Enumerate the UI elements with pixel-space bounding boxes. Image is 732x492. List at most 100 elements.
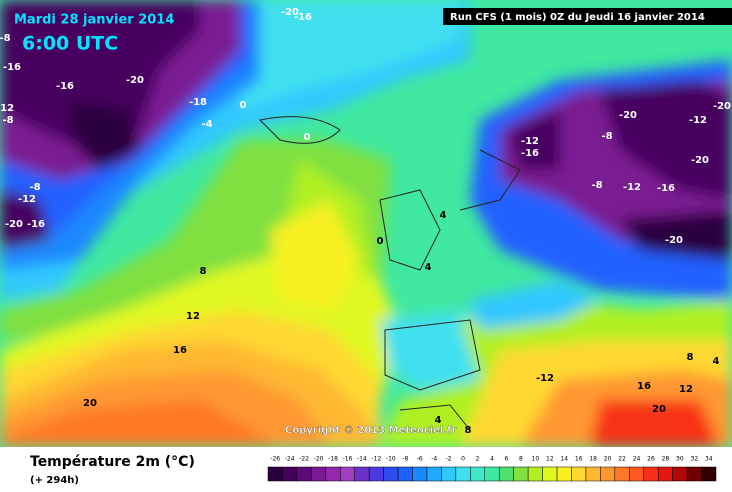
colorbar-tick-label: -22 [299,456,309,463]
contour-label: -8 [2,115,13,126]
colorbar-tick-label: 22 [618,456,626,463]
contour-label: -12 [623,182,641,193]
contour-label: 0 [304,132,311,143]
contour-label: 4 [435,415,442,426]
contour-label: -4 [201,119,212,130]
colorbar-swatch [498,466,514,482]
colorbar-swatch [267,466,283,482]
colorbar-tick-label: -14 [357,456,367,463]
contour-label: 20 [83,398,97,409]
colorbar-swatch [470,466,486,482]
colorbar-tick-label: 6 [505,456,509,463]
contour-label: -12 [18,194,36,205]
colorbar-swatch [585,466,601,482]
contour-label: -20 [126,75,144,86]
colorbar-swatch [513,466,529,482]
colorbar-swatch [643,466,659,482]
contour-label: 16 [637,381,651,392]
colorbar-tick-label: 14 [560,456,568,463]
contour-label: 16 [173,345,187,356]
colorbar-swatch [354,466,370,482]
colorbar-tick-label: -8 [402,456,408,463]
colorbar-tick-label: 10 [532,456,540,463]
contour-label: -8 [29,182,40,193]
colorbar-swatch [412,466,428,482]
colorbar-tick-label: 34 [705,456,713,463]
colorbar-tick-label: 12 [546,456,554,463]
contour-label: -16 [3,62,21,73]
contour-label: -8 [0,33,11,44]
colorbar-tick-label: 26 [647,456,655,463]
lead-time: (+ 294h) [30,475,79,486]
colorbar-swatch [426,466,442,482]
colorbar-swatch [340,466,355,482]
colorbar-tick-label: 4 [490,456,494,463]
contour-label: -16 [657,183,675,194]
colorbar-tick-label: 30 [676,456,684,463]
colorbar-swatch [672,466,688,482]
colorbar-swatch [455,466,471,482]
contour-label: -16 [27,219,45,230]
colorbar-swatch [296,466,312,482]
colorbar-swatch [441,466,457,482]
legend-title: Température 2m (°C) [30,454,195,470]
copyright: Copyright © 2013 Meteociel.fr [285,425,456,436]
contour-label: -8 [591,180,602,191]
colorbar-swatch [527,466,543,482]
colorbar-swatch [600,466,616,482]
colorbar-tick-label: 18 [589,456,597,463]
colorbar-swatch [282,466,298,482]
colorbar-tick-label: -4 [431,456,437,463]
colorbar-swatch [686,466,702,482]
colorbar-tick-label: 8 [519,456,523,463]
colorbar-tick-label: -10 [386,456,396,463]
contour-label: -16 [294,12,312,23]
colorbar-swatch [311,466,327,482]
contour-label: 8 [200,266,207,277]
contour-label: 0 [377,236,384,247]
contour-label: 12 [186,311,200,322]
colorbar-tick-label: -18 [328,456,338,463]
contour-label: 20 [652,404,666,415]
time-label: 6:00 UTC [22,33,118,55]
colorbar-tick-label: 24 [633,456,641,463]
colorbar-swatch [484,466,500,482]
colorbar-swatch [542,466,558,482]
colorbar: -26 -24 -22 -20 -18 -16 -14 -12 -10 -8 -6 -4 -2 0 2 4 6 8… [267,456,717,482]
contour-label: 8 [687,352,694,363]
colorbar-tick-label: -24 [285,456,295,463]
colorbar-swatch [397,466,413,482]
contour-label: 0 [240,100,247,111]
colorbar-tick-label: 0 [461,456,465,463]
colorbar-swatch [556,466,572,482]
contour-label: -20 [5,219,23,230]
contour-label: -12 [0,103,14,114]
colorbar-tick-label: 32 [691,456,699,463]
colorbar-tick-label: -12 [371,456,381,463]
colorbar-tick-label: 28 [662,456,670,463]
contour-label: -20 [691,155,709,166]
colorbar-swatch [657,466,673,482]
colorbar-swatch [383,466,399,482]
contour-label: -12 [521,136,539,147]
contour-label: -16 [521,148,539,159]
contour-label: -20 [281,7,299,18]
colorbar-tick-label: 20 [604,456,612,463]
contour-label: -16 [56,81,74,92]
contour-label: 4 [440,210,447,221]
temperature-field: -20-16-8-16-16-20-12-8-18-400-8-12-20-16… [0,0,732,447]
run-info: Run CFS (1 mois) 0Z du Jeudi 16 janvier … [450,12,705,23]
colorbar-swatch [571,466,587,482]
contour-label: 8 [465,425,472,436]
colorbar-tick-label: 16 [575,456,583,463]
colorbar-tick-label: -6 [417,456,423,463]
colorbar-swatch [368,466,384,482]
colorbar-tick-label: -2 [446,456,452,463]
contour-label: 4 [713,356,720,367]
date-label: Mardi 28 janvier 2014 [14,13,174,28]
colorbar-swatch [614,466,630,482]
colorbar-tick-label: -20 [314,456,324,463]
colorbar-tick-label: -16 [343,456,353,463]
contour-label: -18 [189,97,207,108]
